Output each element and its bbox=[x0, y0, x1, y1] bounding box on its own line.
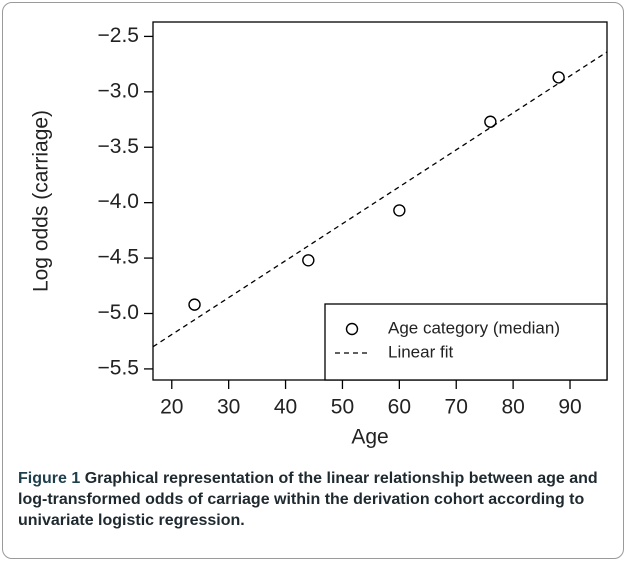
x-tick-label: 40 bbox=[274, 396, 297, 419]
y-axis-label: Log odds (carriage) bbox=[30, 110, 53, 292]
x-axis-label: Age bbox=[351, 426, 388, 449]
data-point bbox=[302, 254, 315, 267]
legend-label: Linear fit bbox=[388, 342, 453, 361]
y-tick-label: −3.0 bbox=[98, 79, 139, 102]
data-point bbox=[393, 204, 406, 217]
y-tick-label: −5.0 bbox=[98, 301, 139, 324]
x-tick-label: 30 bbox=[217, 396, 240, 419]
x-tick-label: 20 bbox=[160, 396, 183, 419]
chart: Age Log odds (carriage) 20 30 40 50 60 70 80 90… bbox=[30, 21, 608, 449]
legend-label: Age category (median) bbox=[388, 318, 560, 337]
fit-line bbox=[153, 51, 607, 348]
x-tick-label: 70 bbox=[445, 396, 468, 419]
caption: Figure 1 Graphical representation of the… bbox=[18, 468, 614, 531]
x-tick-label: 90 bbox=[558, 396, 581, 419]
data-point bbox=[188, 298, 201, 311]
legend-marker bbox=[345, 322, 359, 336]
legend-box bbox=[324, 303, 608, 381]
y-tick-label: −3.5 bbox=[98, 135, 139, 158]
y-tick-label: −2.5 bbox=[98, 24, 139, 47]
y-tick-label: −4.0 bbox=[98, 190, 139, 213]
x-tick-label: 60 bbox=[388, 396, 411, 419]
data-point bbox=[484, 115, 497, 128]
caption-text: Graphical representation of the linear r… bbox=[18, 470, 598, 529]
x-tick-label: 80 bbox=[501, 396, 524, 419]
x-tick-label: 50 bbox=[331, 396, 354, 419]
y-tick-label: −5.5 bbox=[98, 356, 139, 379]
caption-label: Figure 1 bbox=[18, 470, 81, 487]
y-tick-label: −4.5 bbox=[98, 246, 139, 269]
data-point bbox=[552, 71, 565, 84]
